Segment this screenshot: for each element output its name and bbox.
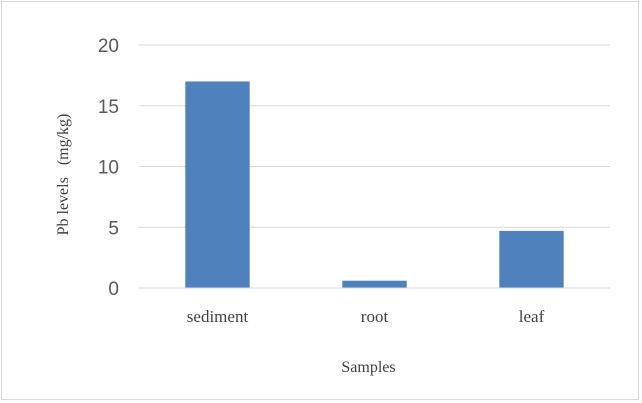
y-axis-ticks: 0 5 10 15 20 — [98, 36, 119, 300]
y-tick-label: 15 — [98, 97, 119, 118]
x-axis-ticks: sediment root leaf — [187, 307, 545, 326]
y-tick-label: 20 — [98, 36, 119, 57]
bar-sediment — [185, 81, 250, 288]
x-tick-label: leaf — [519, 307, 545, 326]
x-tick-label: root — [361, 307, 389, 326]
bar-leaf — [499, 230, 564, 288]
y-tick-label: 0 — [108, 279, 119, 300]
bars — [185, 81, 564, 288]
y-tick-label: 10 — [98, 158, 119, 179]
bar-root — [342, 280, 407, 288]
y-axis-title: Pb levels (mg/kg) — [55, 114, 72, 236]
x-axis-title: Samples — [341, 359, 395, 376]
y-tick-label: 5 — [108, 218, 119, 239]
x-tick-label: sediment — [187, 307, 249, 326]
